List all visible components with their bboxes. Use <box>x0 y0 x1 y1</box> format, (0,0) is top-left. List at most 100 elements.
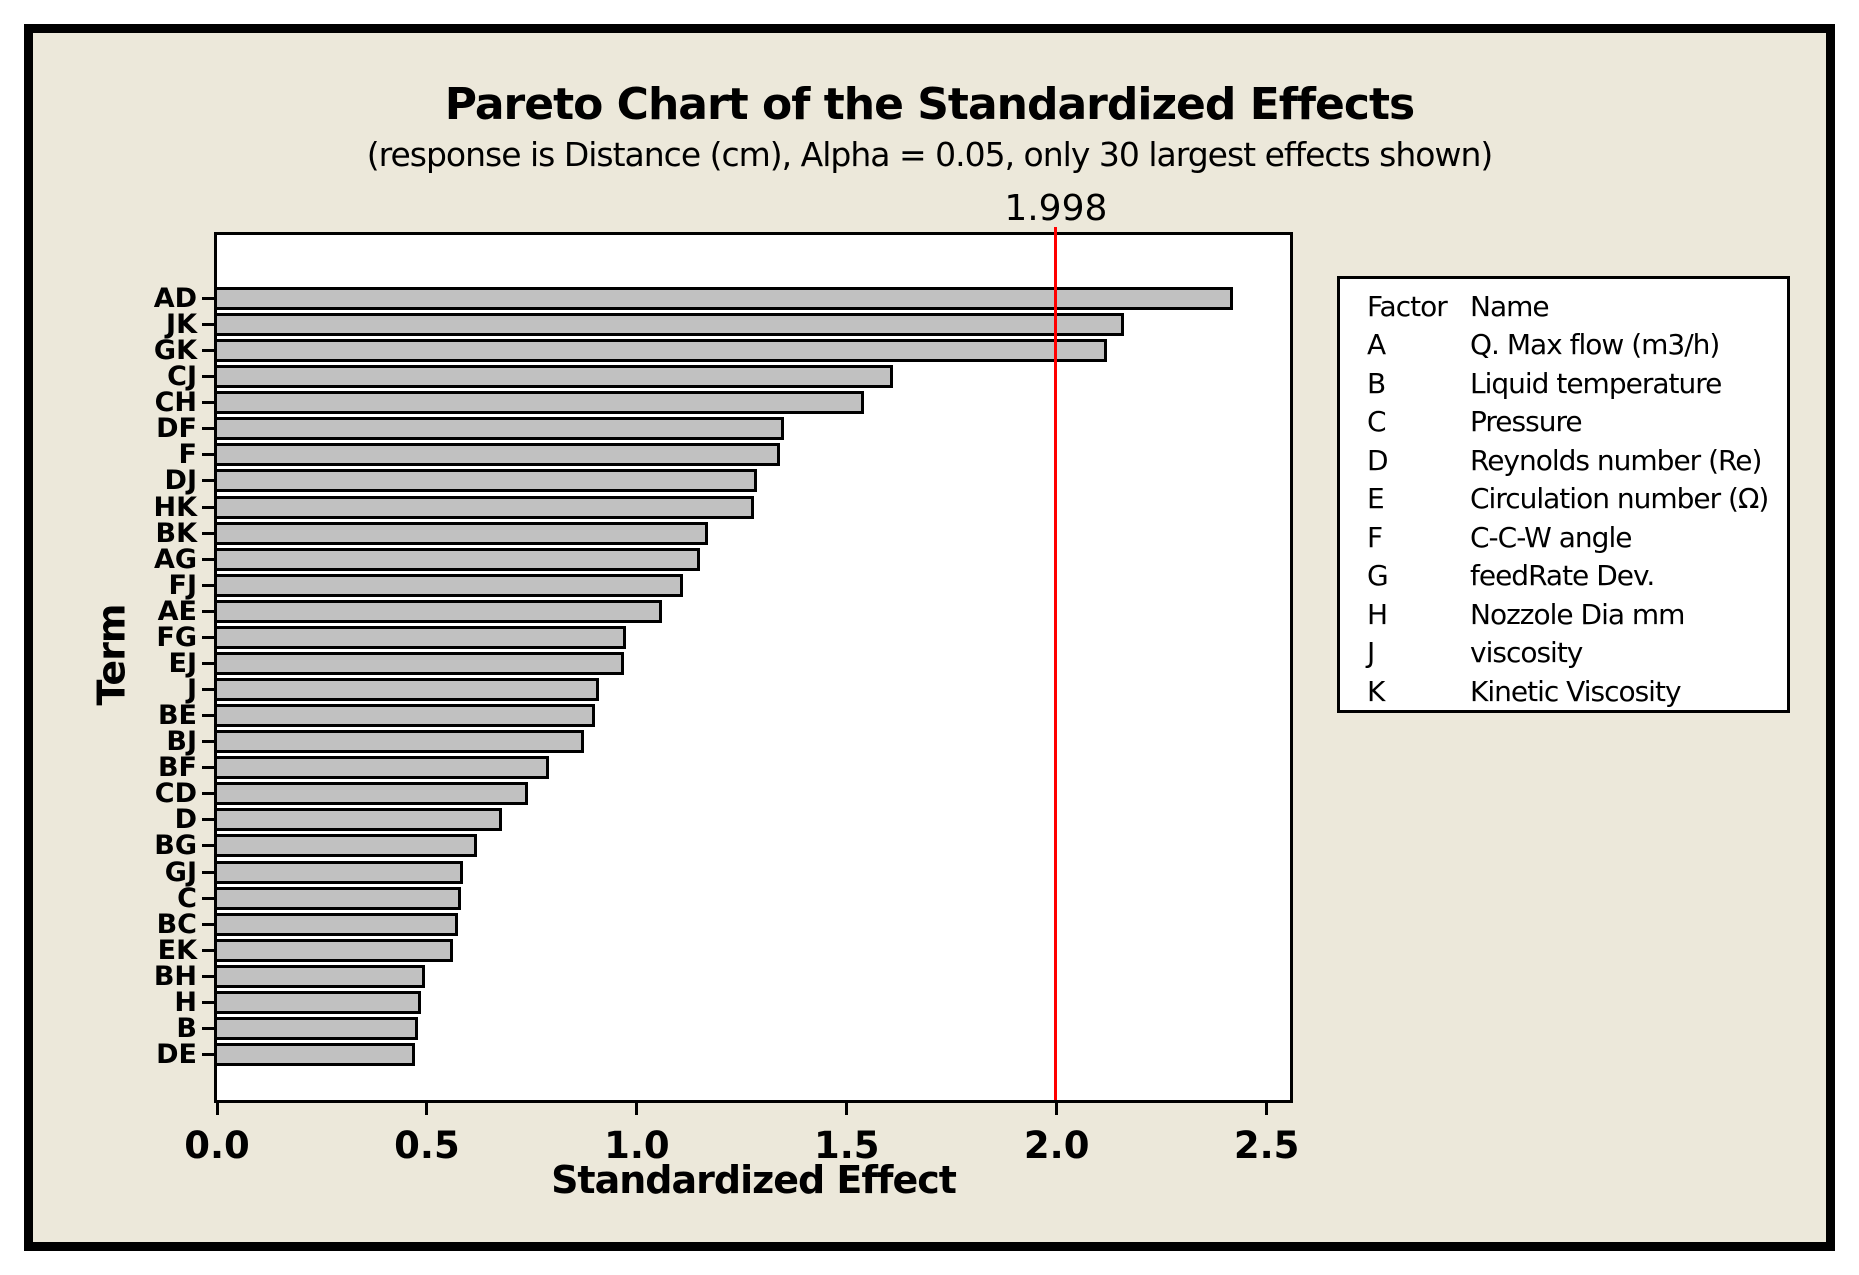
chart-title: Pareto Chart of the Standardized Effects <box>444 79 1415 130</box>
y-tick <box>202 349 217 353</box>
bar-CH <box>217 391 864 415</box>
plot-area: AD JK GK CJ CH DF F DJ HK BK AG FJ AE FG EJ J BE BJ BF CD D B… <box>153 188 1299 1167</box>
term-label: D <box>174 804 197 836</box>
bar-DE <box>217 1043 415 1067</box>
legend-rows-container: A Q. Max flow (m3/h) B Liquid temperature C P… <box>1367 326 1787 711</box>
legend-factor: J <box>1367 636 1375 670</box>
bar-D <box>217 808 503 832</box>
legend-name: feedRate Dev. <box>1470 559 1655 593</box>
bar-GJ <box>217 860 463 884</box>
term-label: BJ <box>166 726 197 758</box>
x-tick <box>635 1100 639 1115</box>
y-tick <box>202 1026 217 1030</box>
legend-header-factor: Factor <box>1367 289 1448 323</box>
x-tick-label: 0.5 <box>394 1124 460 1167</box>
factor-legend: Factor Name A Q. Max flow (m3/h) B Liquid t… <box>1337 276 1790 713</box>
term-label: B <box>176 1012 197 1044</box>
bar-BF <box>217 756 549 780</box>
y-tick <box>202 792 217 796</box>
y-tick <box>202 870 217 874</box>
y-tick <box>202 479 217 483</box>
legend-row-C: C Pressure <box>1367 403 1787 442</box>
term-label: CH <box>154 387 197 419</box>
chart-subtitle: (response is Distance (cm), Alpha = 0.05… <box>366 135 1494 174</box>
bar-J <box>217 678 600 702</box>
y-tick <box>202 427 217 431</box>
x-tick-label: 0.0 <box>184 1124 250 1167</box>
legend-header-row: Factor Name <box>1367 287 1787 326</box>
y-tick <box>202 583 217 587</box>
y-tick <box>202 661 217 665</box>
y-tick <box>202 323 217 327</box>
y-tick <box>202 766 217 770</box>
legend-name: viscosity <box>1470 636 1583 670</box>
legend-factor: C <box>1367 405 1387 439</box>
bar-DJ <box>217 469 757 493</box>
x-tick-label: 1.5 <box>813 1124 880 1167</box>
term-label: EK <box>157 934 197 966</box>
legend-name: Reynolds number (Re) <box>1470 443 1762 477</box>
term-label: GJ <box>164 856 197 888</box>
legend-header-name: Name <box>1470 289 1550 323</box>
y-tick <box>202 844 217 848</box>
x-tick <box>1265 1100 1269 1115</box>
legend-name: Q. Max flow (m3/h) <box>1470 328 1720 362</box>
bar-FJ <box>217 573 684 597</box>
y-tick <box>202 297 217 300</box>
legend-factor: G <box>1367 559 1389 593</box>
x-tick-label: 2.5 <box>1233 1124 1300 1167</box>
legend-row-D: D Reynolds number (Re) <box>1367 441 1787 480</box>
legend-row-E: E Circulation number (Ω) <box>1367 480 1787 519</box>
bar-BG <box>217 834 478 858</box>
term-label: JK <box>166 309 197 341</box>
term-label: BC <box>156 908 197 940</box>
bar-B <box>217 1016 419 1040</box>
y-tick <box>202 922 217 926</box>
y-tick <box>202 974 217 978</box>
bar-HK <box>217 495 755 519</box>
term-label: EJ <box>168 647 198 679</box>
legend-factor: A <box>1367 328 1386 362</box>
term-label: CJ <box>167 361 197 393</box>
bar-H <box>217 990 422 1014</box>
term-label: HK <box>153 491 197 523</box>
bar-FG <box>217 625 627 649</box>
y-tick <box>202 609 217 613</box>
legend-row-F: F C-C-W angle <box>1367 518 1787 557</box>
term-label: GK <box>153 335 197 367</box>
bar-GK <box>217 339 1108 363</box>
term-label: BE <box>157 700 197 732</box>
bar-DF <box>217 417 784 441</box>
term-label: DE <box>156 1039 197 1071</box>
term-label: AD <box>153 283 197 314</box>
term-label: BG <box>154 830 197 862</box>
y-tick <box>202 948 217 952</box>
term-label: AE <box>157 595 197 627</box>
y-tick <box>202 818 217 822</box>
bar-CJ <box>217 365 893 389</box>
bar-BH <box>217 964 425 988</box>
legend-factor: E <box>1367 482 1385 516</box>
bar-AG <box>217 547 700 571</box>
legend-factor: D <box>1367 443 1389 477</box>
bar-C <box>217 886 461 910</box>
x-tick-label: 2.0 <box>1023 1124 1090 1167</box>
y-tick <box>202 453 217 457</box>
bar-F <box>217 443 780 467</box>
legend-name: Liquid temperature <box>1470 366 1722 400</box>
x-tick <box>845 1100 849 1115</box>
x-axis-title: Standardized Effect <box>551 1158 957 1202</box>
term-label: DJ <box>164 465 197 497</box>
term-label: F <box>178 439 197 471</box>
legend-name: Circulation number (Ω) <box>1470 482 1769 516</box>
x-tick <box>215 1100 219 1115</box>
bar-BC <box>217 912 458 936</box>
y-tick <box>202 531 217 535</box>
legend-factor: B <box>1367 366 1386 400</box>
bar-BE <box>217 704 595 728</box>
legend-row-K: K Kinetic Viscosity <box>1367 672 1787 711</box>
legend-factor: H <box>1367 597 1388 631</box>
y-tick <box>202 714 217 718</box>
